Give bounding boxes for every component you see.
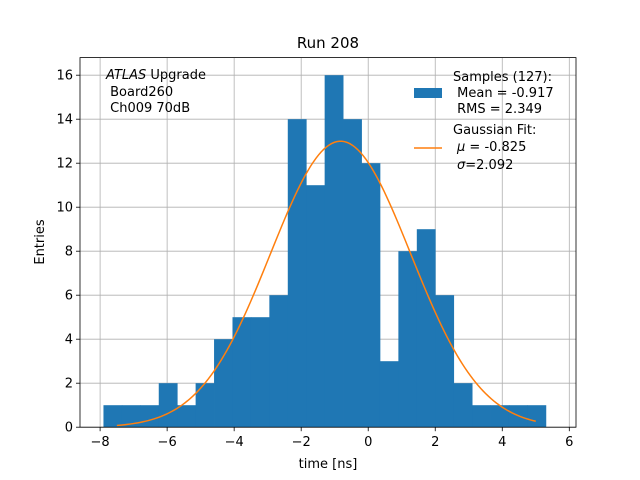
histogram-bar — [527, 405, 547, 428]
chart-title: Run 208 — [297, 34, 359, 52]
histogram-bar — [453, 383, 473, 428]
histogram-bar — [472, 405, 491, 428]
y-axis-ticks: 0 2 4 6 8 10 12 14 16 — [56, 69, 80, 436]
histogram-bar — [103, 405, 123, 428]
histogram-bar — [361, 163, 381, 428]
histogram-bar — [490, 405, 510, 428]
x-tick-label: −2 — [292, 435, 311, 450]
y-tick-label: 10 — [56, 201, 73, 216]
histogram-bar — [140, 405, 160, 428]
annotation-atlas-text: ATLAS — [105, 68, 146, 83]
histogram-bar — [195, 383, 215, 428]
x-tick-label: −6 — [158, 435, 177, 450]
y-tick-label: 4 — [65, 333, 73, 348]
histogram-bar — [232, 317, 252, 428]
legend-samples-mean: Mean = -0.917 — [453, 86, 554, 101]
histogram-bar — [121, 405, 141, 428]
histogram-bar — [343, 119, 362, 428]
x-tick-label: −4 — [225, 435, 244, 450]
x-tick-label: 6 — [565, 435, 573, 450]
histogram-bar — [177, 405, 197, 428]
histogram-bar — [324, 75, 344, 428]
y-axis-label: Entries — [33, 219, 48, 265]
legend: Samples (127): Mean = -0.917 RMS = 2.349… — [414, 70, 554, 173]
legend-fit-mu: μ = -0.825 — [456, 140, 526, 155]
legend-samples-title: Samples (127): — [453, 70, 552, 85]
x-axis-label: time [ns] — [299, 457, 358, 472]
y-tick-label: 0 — [65, 421, 73, 436]
histogram-bar — [435, 295, 455, 428]
legend-samples-rms: RMS = 2.349 — [453, 102, 542, 117]
x-tick-label: 2 — [431, 435, 439, 450]
y-tick-label: 2 — [65, 377, 73, 392]
histogram-bar — [214, 339, 233, 428]
legend-sigma-symbol: σ — [457, 158, 466, 173]
annotation-line-3: Ch009 70dB — [106, 101, 190, 116]
histogram-bar — [398, 251, 418, 428]
histogram-bar — [379, 361, 399, 428]
x-axis-ticks: −8 −6 −4 −2 0 2 4 6 — [91, 427, 573, 450]
y-tick-label: 16 — [56, 69, 73, 84]
legend-sigma-value: =2.092 — [465, 158, 513, 173]
histogram-bar — [416, 229, 436, 428]
y-tick-label: 12 — [56, 157, 73, 172]
legend-mu-symbol: μ — [456, 140, 465, 155]
annotation-line-1: ATLAS Upgrade — [105, 68, 206, 83]
x-tick-label: 0 — [364, 435, 372, 450]
histogram-bar — [158, 383, 178, 428]
histogram-bar — [269, 295, 289, 428]
x-tick-label: −8 — [91, 435, 110, 450]
y-tick-label: 8 — [65, 245, 73, 260]
histogram-bar — [250, 317, 270, 428]
gaussian-fit-curve — [116, 140, 536, 427]
histogram-bars — [103, 75, 547, 428]
annotation-upgrade-text: Upgrade — [146, 68, 206, 83]
x-tick-label: 4 — [498, 435, 506, 450]
histogram-bar — [306, 185, 326, 428]
plot-frame — [79, 57, 577, 428]
legend-mu-value: = -0.825 — [465, 140, 526, 155]
y-tick-label: 14 — [56, 113, 73, 128]
y-tick-label: 6 — [65, 289, 73, 304]
legend-fit-title: Gaussian Fit: — [453, 123, 536, 138]
legend-samples-swatch — [414, 88, 442, 98]
histogram-bar — [287, 119, 307, 428]
annotation-line-2: Board260 — [106, 85, 173, 100]
legend-fit-sigma: σ=2.092 — [457, 158, 513, 173]
atlas-annotation: ATLAS Upgrade Board260 Ch009 70dB — [105, 68, 206, 116]
